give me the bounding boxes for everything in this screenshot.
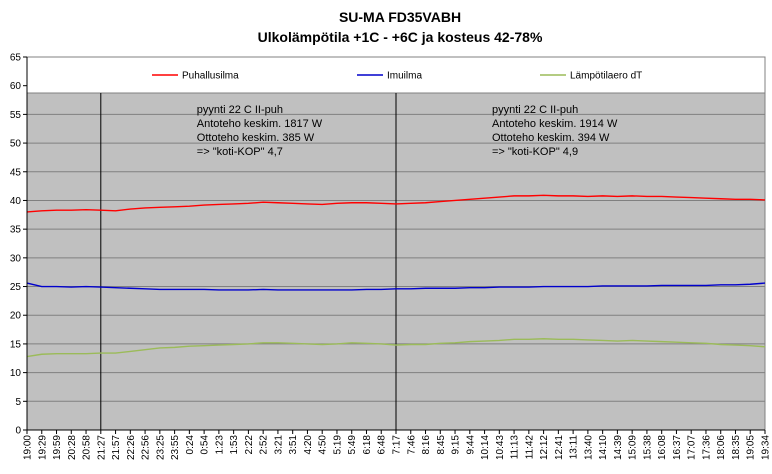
x-tick-label: 12:12 (539, 435, 550, 460)
x-tick-label: 21:27 (96, 435, 107, 460)
y-tick-label: 5 (15, 397, 21, 408)
x-tick-label: 2:52 (259, 435, 270, 455)
legend-label: Puhallusilma (182, 71, 239, 82)
y-tick-label: 50 (10, 139, 22, 150)
vertical-markers (100, 93, 397, 430)
y-tick-label: 20 (10, 311, 22, 322)
x-tick-label: 18:06 (716, 435, 727, 460)
x-tick-label: 11:42 (524, 435, 535, 460)
x-tick-label: 4:20 (303, 435, 314, 455)
x-tick-label: 0:54 (200, 435, 211, 455)
legend-label: Imuilma (387, 71, 422, 82)
x-tick-label: 3:51 (288, 435, 299, 455)
x-tick-label: 18:35 (731, 435, 742, 460)
x-tick-label: 19:59 (52, 435, 63, 460)
legend: Puhallusilma Imuilma Lämpötilaero dT (152, 71, 642, 82)
x-tick-label: 8:16 (421, 435, 432, 455)
annotation-line: => "koti-KOP" 4,9 (492, 146, 578, 158)
y-tick-label: 30 (10, 253, 22, 264)
x-tick-label: 3:21 (273, 435, 284, 455)
series-line (26, 282, 766, 291)
annotation-line: Antoteho keskim. 1914 W (492, 118, 618, 130)
x-tick-label: 6:48 (377, 435, 388, 455)
y-tick-label: 45 (10, 167, 22, 178)
x-axis: 19:00 19:29 19:59 20:28 20:58 21:27 21:57 22:26… (23, 429, 772, 460)
x-tick-label: 17:36 (701, 435, 712, 460)
x-tick-label: 9:15 (451, 435, 462, 455)
x-tick-label: 2:22 (244, 435, 255, 455)
x-tick-label: 12:41 (554, 435, 565, 460)
y-tick-label: 60 (10, 81, 22, 92)
x-tick-label: 7:17 (392, 435, 403, 455)
x-tick-label: 4:50 (318, 435, 329, 455)
x-tick-label: 15:09 (628, 435, 639, 460)
x-tick-label: 19:34 (761, 435, 772, 460)
x-tick-label: 9:44 (465, 435, 476, 455)
annotation-line: => "koti-KOP" 4,7 (197, 146, 283, 158)
series-line (26, 338, 766, 358)
x-tick-label: 7:46 (406, 435, 417, 455)
x-tick-label: 13:11 (569, 435, 580, 460)
x-tick-label: 17:07 (687, 435, 698, 460)
x-tick-label: 14:10 (598, 435, 609, 460)
annotation-line: pyynti 22 C II-puh (492, 104, 578, 116)
x-tick-label: 22:56 (141, 435, 152, 460)
annotation-line: Ottoteho keskim. 385 W (197, 132, 315, 144)
chart-title: SU-MA FD35VABH (339, 9, 461, 25)
y-axis: 0 5 10 15 20 25 30 35 40 45 50 55 60 65 (10, 53, 28, 437)
x-tick-label: 10:14 (480, 435, 491, 460)
annotation-line: Ottoteho keskim. 394 W (492, 132, 610, 144)
legend-label: Lämpötilaero dT (570, 71, 642, 82)
x-tick-label: 22:26 (126, 435, 137, 460)
x-tick-label: 1:53 (229, 435, 240, 455)
x-tick-label: 15:38 (642, 435, 653, 460)
y-tick-label: 65 (10, 53, 22, 64)
x-tick-label: 13:40 (583, 435, 594, 460)
y-tick-label: 10 (10, 368, 22, 379)
y-tick-label: 55 (10, 110, 22, 121)
annotation-line: pyynti 22 C II-puh (197, 104, 283, 116)
x-tick-label: 6:18 (362, 435, 373, 455)
y-tick-label: 40 (10, 196, 22, 207)
x-tick-label: 5:19 (332, 435, 343, 455)
x-tick-label: 20:58 (82, 435, 93, 460)
chart-subtitle: Ulkolämpötila +1C - +6C ja kosteus 42-78… (258, 29, 543, 45)
x-tick-label: 14:39 (613, 435, 624, 460)
x-tick-label: 11:13 (510, 435, 521, 460)
x-tick-label: 16:08 (657, 435, 668, 460)
y-tick-label: 25 (10, 282, 22, 293)
y-tick-label: 15 (10, 339, 22, 350)
x-tick-label: 0:24 (185, 435, 196, 455)
x-tick-label: 19:00 (23, 435, 34, 460)
series-line (26, 194, 766, 213)
x-tick-label: 1:23 (214, 435, 225, 455)
x-tick-label: 23:25 (155, 435, 166, 460)
annotations: pyynti 22 C II-puh Antoteho keskim. 1817 … (197, 104, 618, 158)
x-tick-label: 21:57 (111, 435, 122, 460)
y-tick-label: 35 (10, 225, 22, 236)
x-tick-label: 19:29 (37, 435, 48, 460)
x-tick-label: 23:55 (170, 435, 181, 460)
x-tick-label: 16:37 (672, 435, 683, 460)
series-lines (26, 194, 766, 358)
x-tick-label: 5:49 (347, 435, 358, 455)
x-tick-label: 10:43 (495, 435, 506, 460)
x-tick-label: 20:28 (67, 435, 78, 460)
annotation-line: Antoteho keskim. 1817 W (197, 118, 323, 130)
x-tick-label: 8:45 (436, 435, 447, 455)
x-tick-label: 19:05 (746, 435, 757, 460)
y-tick-label: 0 (15, 426, 21, 437)
